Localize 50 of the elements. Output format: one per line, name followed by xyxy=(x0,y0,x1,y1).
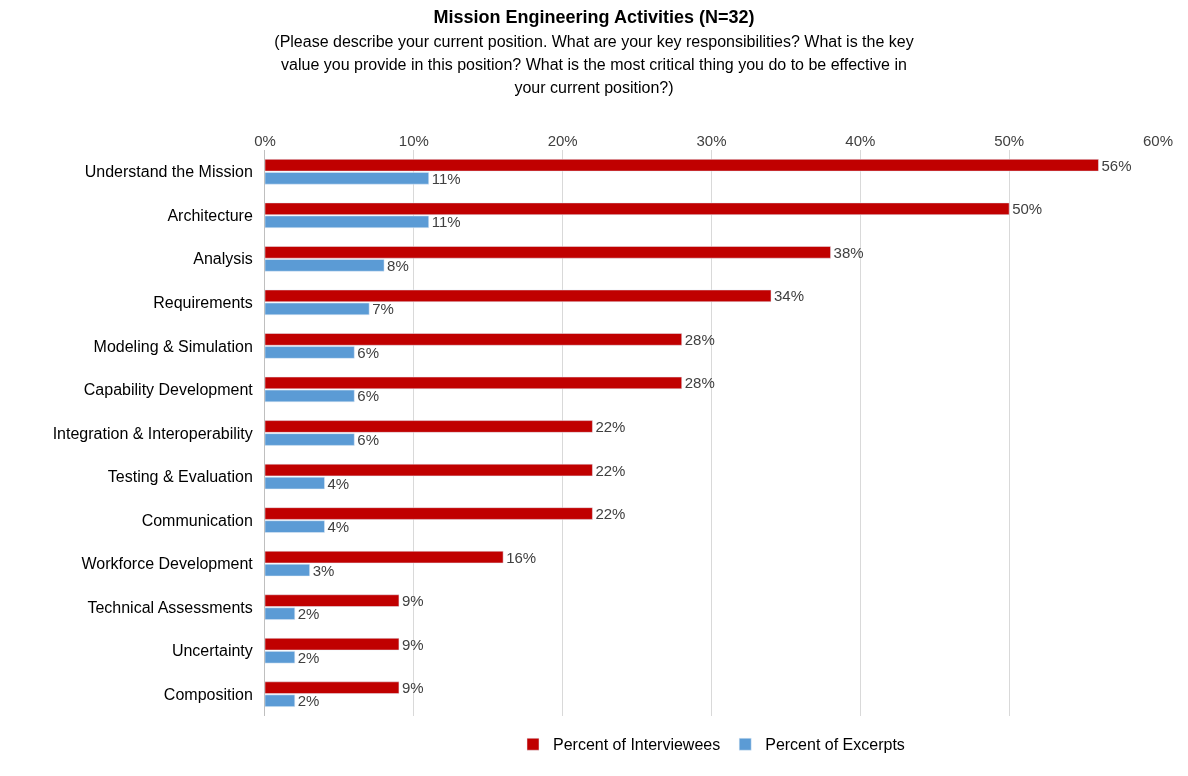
x-tick-label: 50% xyxy=(994,132,1025,149)
y-tick-label: Requirements xyxy=(153,293,253,311)
data-label: 34% xyxy=(774,287,805,305)
x-tick-label: 10% xyxy=(398,132,429,149)
data-label: 6% xyxy=(357,343,379,361)
x-tick-label: 40% xyxy=(845,132,876,149)
y-tick-label: Understand the Mission xyxy=(84,163,253,181)
data-label: 50% xyxy=(1012,200,1043,218)
y-tick-label: Analysis xyxy=(193,250,253,268)
y-tick-label: Modeling & Simulation xyxy=(93,337,253,355)
data-label: 11% xyxy=(431,213,461,231)
chart-title: Mission Engineering Activities (N=32) xyxy=(433,7,755,28)
data-label: 22% xyxy=(595,417,626,435)
data-label: 6% xyxy=(357,387,379,405)
data-label: 2% xyxy=(297,648,320,666)
data-label: 7% xyxy=(372,300,394,318)
data-label: 8% xyxy=(387,256,409,274)
data-label: 4% xyxy=(327,474,350,492)
y-tick-label: Capability Development xyxy=(83,381,254,399)
data-label: 9% xyxy=(401,592,424,610)
data-label: 4% xyxy=(327,518,350,536)
data-label: 9% xyxy=(401,679,424,697)
chart-subtitle: (Please describe your current position. What are your key responsibilities? What is the key value you provide in this position? What is the most critical thing you do to be effective in your current position?) xyxy=(274,32,914,97)
x-tick-label: 0% xyxy=(254,132,276,149)
y-tick-label: Workforce Development xyxy=(81,555,254,573)
x-tick-label: 60% xyxy=(1142,132,1174,149)
y-tick-label: Testing & Evaluation xyxy=(107,468,253,486)
y-tick-label: Architecture xyxy=(167,206,253,224)
data-label: 38% xyxy=(833,243,864,261)
y-tick-label: Composition xyxy=(163,685,253,703)
data-label: 9% xyxy=(401,635,424,653)
legend-label: Percent of Excerpts xyxy=(765,736,905,754)
legend-label: Percent of Interviewees xyxy=(553,736,721,754)
data-label: 28% xyxy=(684,330,715,348)
y-tick-label: Integration & Interoperability xyxy=(52,424,253,442)
x-tick-label: 30% xyxy=(696,132,727,149)
data-label: 22% xyxy=(595,461,626,479)
y-tick-label: Uncertainty xyxy=(171,642,253,660)
data-label: 6% xyxy=(357,431,379,449)
x-tick-label: 20% xyxy=(547,132,578,149)
data-label: 3% xyxy=(312,561,335,579)
data-label: 28% xyxy=(684,374,715,392)
data-label: 2% xyxy=(297,605,320,623)
data-label: 2% xyxy=(297,692,320,710)
data-label: 22% xyxy=(595,505,626,523)
y-tick-label: Technical Assessments xyxy=(87,598,253,616)
data-label: 11% xyxy=(431,169,461,187)
y-tick-label: Communication xyxy=(141,511,253,529)
data-label: 56% xyxy=(1101,156,1132,174)
data-label: 16% xyxy=(506,548,537,566)
